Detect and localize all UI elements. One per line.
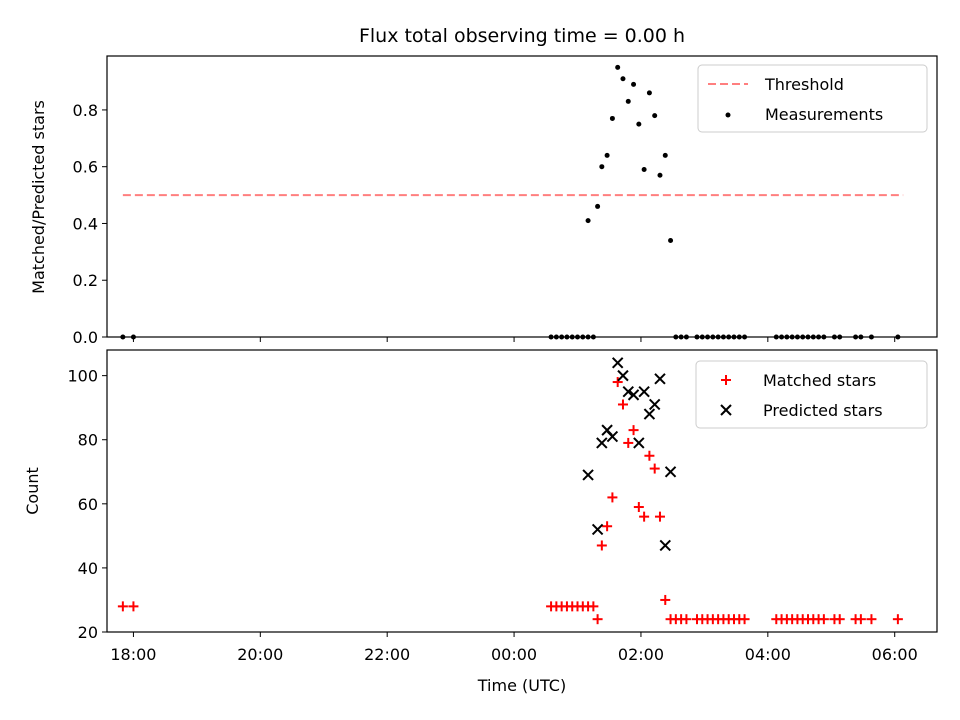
y-tick-label: 0.2: [73, 271, 98, 290]
matched-star-point: [855, 614, 866, 625]
measurement-point: [668, 237, 674, 243]
y-tick-label: 100: [67, 367, 98, 386]
measurement-point: [609, 115, 615, 121]
matched-star-point: [834, 614, 845, 625]
matched-star-point: [649, 463, 660, 474]
legend-measurements-label: Measurements: [765, 105, 883, 124]
measurement-point: [620, 76, 626, 82]
legend-matched-swatch: [721, 375, 731, 385]
predicted-star-point: [627, 389, 640, 401]
predicted-star-point: [638, 385, 650, 398]
measurement-point: [625, 98, 631, 104]
measurement-point: [636, 121, 642, 127]
predicted-star-point: [643, 408, 656, 420]
matched-star-point: [739, 614, 750, 625]
bottom-x-axis: 18:00 20:00 22:00 00:00 02:00 04:00 06:00: [110, 632, 918, 664]
predicted-star-point: [611, 357, 624, 369]
measurement-point: [641, 167, 647, 173]
top-y-axis-label: Matched/Predicted stars: [29, 100, 48, 294]
measurement-point: [631, 81, 637, 87]
predicted-star-point: [654, 373, 666, 385]
matched-star-point: [639, 511, 650, 522]
matched-star-point: [592, 614, 603, 625]
measurement-point: [615, 64, 621, 70]
bottom-plot-area: [117, 357, 903, 625]
matched-star-point: [602, 521, 613, 532]
matched-star-point: [607, 492, 618, 503]
x-tick-label: 04:00: [745, 645, 791, 664]
predicted-star-point: [617, 369, 629, 382]
top-axes-frame: [106, 55, 938, 338]
top-legend: Threshold Measurements: [697, 64, 928, 133]
measurement-point: [595, 203, 601, 209]
top-y-axis: 0.0 0.2 0.4 0.6 0.8: [73, 101, 107, 347]
predicted-star-point: [596, 437, 608, 449]
measurement-point: [657, 172, 663, 178]
matched-star-point: [660, 594, 671, 605]
top-legend-box: [697, 64, 928, 133]
legend-measurements-swatch: [725, 112, 731, 118]
legend-predicted-label: Predicted stars: [763, 401, 883, 420]
predicted-star-point: [622, 385, 634, 398]
y-tick-label: 0.4: [73, 214, 98, 233]
matched-star-point: [617, 399, 628, 410]
matched-star-point: [623, 437, 634, 448]
predicted-star-point: [633, 437, 645, 449]
bottom-legend-box: [695, 360, 928, 429]
bottom-y-axis-label: Count: [23, 467, 42, 515]
x-tick-label: 00:00: [491, 645, 537, 664]
y-tick-label: 0.8: [73, 101, 98, 120]
y-tick-label: 80: [78, 431, 98, 450]
y-tick-label: 20: [78, 623, 98, 642]
measurement-point: [646, 90, 652, 96]
matched-star-point: [633, 502, 644, 513]
x-tick-label: 02:00: [618, 645, 664, 664]
measurement-point: [652, 113, 658, 119]
matched-star-point: [866, 614, 877, 625]
matched-star-point: [596, 540, 607, 551]
x-tick-label: 22:00: [364, 645, 410, 664]
predicted-star-point: [664, 466, 677, 478]
predicted-star-point: [582, 469, 594, 481]
x-tick-label: 20:00: [237, 645, 283, 664]
matched-star-point: [892, 614, 903, 625]
bottom-y-axis: 20 40 60 80 100: [67, 367, 107, 642]
bottom-x-axis-label: Time (UTC): [477, 676, 566, 695]
matched-star-point: [818, 614, 829, 625]
predicted-star-point: [648, 398, 661, 411]
y-tick-label: 0.6: [73, 158, 98, 177]
y-tick-label: 40: [78, 559, 98, 578]
chart-title: Flux total observing time = 0.00 h: [359, 25, 685, 47]
top-x-axis: [132, 337, 896, 342]
legend-threshold-label: Threshold: [764, 75, 844, 94]
matched-star-point: [628, 425, 639, 436]
matched-star-point: [644, 450, 655, 461]
x-tick-label: 18:00: [110, 645, 156, 664]
panel-top: 0.00.20.40.60.8 Matched/Predicted stars …: [29, 55, 938, 347]
legend-matched-label: Matched stars: [763, 371, 876, 390]
x-tick-label: 06:00: [872, 645, 918, 664]
y-tick-label: 60: [78, 495, 98, 514]
measurement-point: [662, 152, 668, 158]
panel-bottom: 20 40 60 80 100 18:00 20:00 22:00 00:00 02:00 04:…: [23, 349, 938, 695]
measurement-point: [604, 152, 610, 158]
bottom-axes-frame: [106, 349, 938, 633]
predicted-star-point: [591, 523, 604, 536]
y-tick-label: 0.0: [73, 328, 98, 347]
measurement-point: [599, 164, 605, 170]
predicted-star-point: [659, 539, 671, 552]
matched-star-point: [117, 601, 128, 612]
matched-star-point: [654, 511, 665, 522]
matched-star-point: [128, 601, 139, 612]
measurement-point: [585, 218, 591, 224]
matched-star-point: [588, 601, 599, 612]
bottom-legend: Matched stars Predicted stars: [695, 360, 928, 429]
matched-star-point: [681, 614, 692, 625]
legend-predicted-swatch: [720, 404, 732, 416]
predicted-star-point: [606, 430, 619, 443]
matched-star-point: [612, 377, 623, 388]
